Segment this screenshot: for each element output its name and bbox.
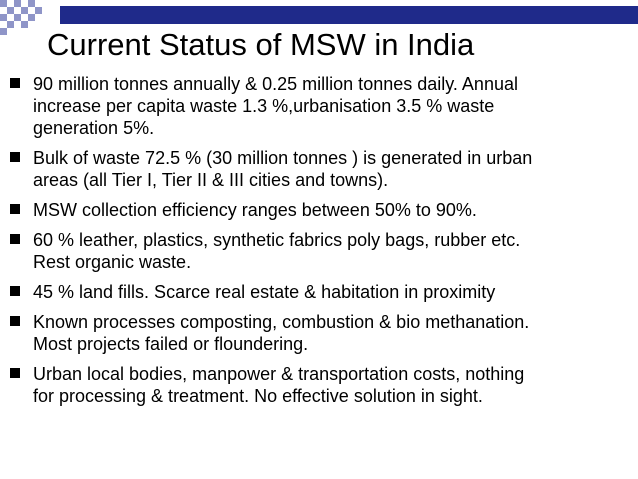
header-band (0, 6, 638, 24)
bullet-text-line: increase per capita waste 1.3 %,urbanisa… (33, 96, 495, 116)
bullet-text-line: areas (all Tier I, Tier II & III cities … (33, 170, 389, 190)
bullet-list: 90 million tonnes annually & 0.25 millio… (0, 73, 638, 415)
bullet-text-line: Known processes composting, combustion &… (33, 312, 530, 332)
bullet-text-line: Rest organic waste. (33, 252, 192, 272)
bullet-item: Known processes composting, combustion &… (0, 311, 638, 355)
bullet-text-line: Most projects failed or floundering. (33, 334, 309, 354)
bullet-text-line: Bulk of waste 72.5 % (30 million tonnes … (33, 148, 533, 168)
square-bullet-icon (10, 152, 20, 162)
bullet-item: 90 million tonnes annually & 0.25 millio… (0, 73, 638, 139)
slide-title: Current Status of MSW in India (47, 27, 475, 62)
bullet-item: 60 % leather, plastics, synthetic fabric… (0, 229, 638, 273)
square-bullet-icon (10, 286, 20, 296)
bullet-text-line: generation 5%. (33, 118, 155, 138)
bullet-item: Urban local bodies, manpower & transport… (0, 363, 638, 407)
bullet-text-line: Urban local bodies, manpower & transport… (33, 364, 525, 384)
bullet-text-line: 45 % land fills. Scarce real estate & ha… (33, 282, 496, 302)
square-bullet-icon (10, 368, 20, 378)
bullet-item: MSW collection efficiency ranges between… (0, 199, 638, 221)
bullet-text-line: for processing & treatment. No effective… (33, 386, 483, 406)
square-bullet-icon (10, 234, 20, 244)
bullet-item: Bulk of waste 72.5 % (30 million tonnes … (0, 147, 638, 191)
bullet-item: 45 % land fills. Scarce real estate & ha… (0, 281, 638, 303)
bullet-text-line: 60 % leather, plastics, synthetic fabric… (33, 230, 521, 250)
square-bullet-icon (10, 316, 20, 326)
square-bullet-icon (10, 78, 20, 88)
checker-decoration (0, 0, 60, 36)
bullet-text-line: MSW collection efficiency ranges between… (33, 200, 477, 220)
bullet-text-line: 90 million tonnes annually & 0.25 millio… (33, 74, 518, 94)
square-bullet-icon (10, 204, 20, 214)
